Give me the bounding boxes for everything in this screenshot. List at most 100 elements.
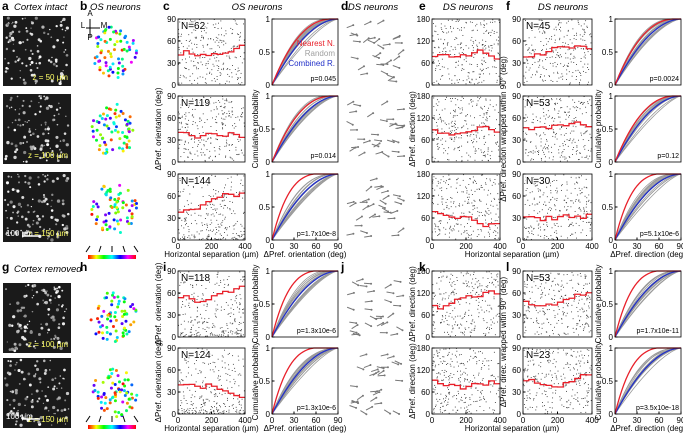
scatter-point — [567, 57, 568, 58]
scatter-point — [224, 112, 225, 113]
neuron-dot — [92, 135, 95, 138]
cell-spot — [50, 148, 51, 149]
scatter-point — [485, 182, 486, 183]
scatter-point — [191, 43, 192, 44]
scatter-point — [530, 151, 531, 152]
neuron-dot — [91, 125, 94, 128]
scatter-point — [496, 144, 497, 145]
scatter-point — [239, 322, 240, 323]
scatter-point — [202, 57, 203, 58]
scatter-point — [241, 407, 242, 408]
scatter-point — [590, 151, 591, 152]
scatter-point — [222, 220, 223, 221]
orientation-icon — [99, 246, 101, 252]
scatter-point — [487, 208, 488, 209]
arrow-head — [366, 201, 368, 203]
scatter-point — [187, 409, 188, 410]
direction-arrow — [363, 141, 370, 143]
cell-spot — [6, 141, 9, 144]
scatter-point — [230, 190, 231, 191]
neuron-dot — [106, 338, 109, 341]
scatter-point — [451, 31, 452, 32]
scatter-point — [229, 375, 230, 376]
scatter-point — [240, 298, 241, 299]
scatter-point — [228, 332, 229, 333]
scatter-point — [188, 373, 189, 374]
scatter-point — [204, 122, 205, 123]
scatter-point — [240, 32, 241, 33]
scatter-point — [199, 133, 200, 134]
cell-spot — [56, 308, 59, 311]
scatter-point — [539, 136, 540, 137]
scatter-point — [432, 183, 433, 184]
scatter-point — [535, 146, 536, 147]
scatter-point — [562, 79, 563, 80]
scatter-point — [184, 206, 185, 207]
scatter-point — [552, 99, 553, 100]
scatter-point — [568, 326, 569, 327]
scatter-point — [215, 119, 216, 120]
scatter-point — [204, 405, 205, 406]
scatter-point — [462, 97, 463, 98]
scatter-point — [488, 214, 489, 215]
arrow-head — [374, 37, 376, 39]
scatter-point — [535, 74, 536, 75]
scatter-point — [540, 298, 541, 299]
scatter-point — [225, 368, 226, 369]
cell-spot — [15, 109, 16, 110]
scatter-point — [218, 376, 219, 377]
scatter-point — [213, 189, 214, 190]
direction-arrow — [377, 21, 383, 24]
scatter-point — [567, 190, 568, 191]
scatter-point — [586, 222, 587, 223]
scatter-point — [464, 316, 465, 317]
plot-frame — [432, 174, 500, 240]
cell-spot — [49, 29, 50, 30]
arrow-head — [383, 370, 385, 372]
p-value: p=1.7x10e-8 — [297, 231, 336, 238]
scatter-point — [200, 215, 201, 216]
arrow-head — [380, 402, 382, 404]
scatter-point — [590, 299, 591, 300]
scatter-point — [190, 329, 191, 330]
scatter-point — [435, 47, 436, 48]
scatter-point — [557, 64, 558, 65]
neuron-dot — [109, 117, 112, 120]
scatter-point — [539, 202, 540, 203]
orientation-icon — [86, 416, 90, 422]
cell-spot — [43, 360, 46, 363]
scatter-point — [538, 154, 539, 155]
cell-spot — [22, 124, 24, 126]
scatter-point — [216, 61, 217, 62]
scatter-point — [495, 280, 496, 281]
scatter-point — [483, 69, 484, 70]
scatter-point — [185, 411, 186, 412]
scatter-point — [576, 120, 577, 121]
scatter-point — [545, 118, 546, 119]
neuron-dot — [114, 391, 117, 394]
arrow-head — [403, 200, 405, 202]
scatter-point — [527, 200, 528, 201]
scatter-point — [550, 190, 551, 191]
scatter-point — [586, 204, 587, 205]
neuron-dot — [116, 336, 119, 339]
scatter-point — [243, 366, 244, 367]
scatter-point — [467, 272, 468, 273]
scatter-point — [586, 157, 587, 158]
neuron-dot — [93, 384, 96, 387]
scatter-point — [562, 156, 563, 157]
scatter-point — [550, 48, 551, 49]
scatter-point — [532, 64, 533, 65]
scatter-point — [456, 179, 457, 180]
neuron-dot — [92, 130, 95, 133]
direction-arrow — [393, 411, 399, 414]
scatter-point — [566, 79, 567, 80]
scatter-point — [236, 334, 237, 335]
scatter-point — [553, 239, 554, 240]
y-tick-label: 0 — [426, 158, 431, 167]
cell-spot — [58, 82, 61, 85]
cell-spot — [21, 371, 24, 374]
scatter-point — [473, 176, 474, 177]
scatter-point — [562, 76, 563, 77]
scatter-point — [579, 300, 580, 301]
